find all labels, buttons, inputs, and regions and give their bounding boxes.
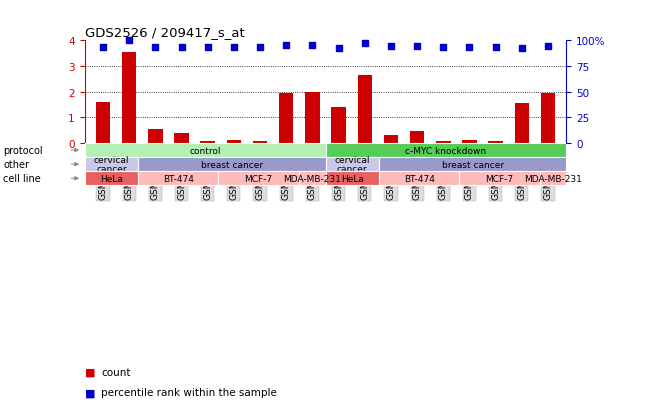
Point xyxy=(150,44,161,51)
Bar xyxy=(541,94,555,144)
Text: MDA-MB-231: MDA-MB-231 xyxy=(524,174,582,183)
Bar xyxy=(515,104,529,144)
Bar xyxy=(299,172,326,186)
Bar xyxy=(488,142,503,144)
Bar xyxy=(138,172,219,186)
Bar xyxy=(219,172,299,186)
Bar xyxy=(357,76,372,144)
Text: breast cancer: breast cancer xyxy=(441,160,504,169)
Text: other: other xyxy=(3,160,29,170)
Text: percentile rank within the sample: percentile rank within the sample xyxy=(101,387,277,397)
Bar xyxy=(201,142,215,144)
Text: MCF-7: MCF-7 xyxy=(486,174,514,183)
Bar xyxy=(85,172,138,186)
Title: GDS2526 / 209417_s_at: GDS2526 / 209417_s_at xyxy=(85,26,244,39)
Text: ■: ■ xyxy=(85,367,99,377)
Bar xyxy=(174,133,189,144)
Text: BT-474: BT-474 xyxy=(163,174,194,183)
Text: MDA-MB-231: MDA-MB-231 xyxy=(283,174,341,183)
Text: control: control xyxy=(189,146,221,155)
Bar xyxy=(331,108,346,144)
Point xyxy=(333,45,344,52)
Point xyxy=(98,45,108,51)
Point xyxy=(255,45,265,51)
Point xyxy=(281,42,292,49)
Bar xyxy=(379,158,566,172)
Text: ■: ■ xyxy=(85,387,99,397)
Bar xyxy=(326,144,566,158)
Point xyxy=(176,44,187,51)
Bar xyxy=(253,142,268,144)
Bar xyxy=(85,144,326,158)
Point xyxy=(124,38,134,45)
Point xyxy=(359,40,370,47)
Bar xyxy=(138,158,326,172)
Text: cell line: cell line xyxy=(3,174,41,184)
Bar xyxy=(436,142,450,144)
Bar xyxy=(148,130,163,144)
Bar xyxy=(379,172,460,186)
Bar xyxy=(410,131,424,144)
Text: count: count xyxy=(101,367,130,377)
Bar xyxy=(326,172,379,186)
Bar xyxy=(305,93,320,144)
Text: cervical
cancer: cervical cancer xyxy=(94,155,129,174)
Point xyxy=(543,43,553,50)
Bar xyxy=(85,158,138,172)
Point xyxy=(229,45,239,51)
Bar xyxy=(540,172,566,186)
Text: c-MYC knockdown: c-MYC knockdown xyxy=(406,146,486,155)
Text: cervical
cancer: cervical cancer xyxy=(335,155,370,174)
Bar xyxy=(279,94,294,144)
Bar xyxy=(326,158,379,172)
Text: MCF-7: MCF-7 xyxy=(245,174,273,183)
Text: HeLa: HeLa xyxy=(341,174,364,183)
Text: BT-474: BT-474 xyxy=(404,174,435,183)
Bar xyxy=(460,172,540,186)
Text: breast cancer: breast cancer xyxy=(201,160,263,169)
Point xyxy=(490,45,501,51)
Point xyxy=(517,45,527,52)
Bar xyxy=(462,141,477,144)
Point xyxy=(438,45,449,51)
Bar xyxy=(96,103,110,144)
Point xyxy=(412,44,422,50)
Bar xyxy=(383,136,398,144)
Point xyxy=(464,45,475,51)
Bar xyxy=(122,53,136,144)
Point xyxy=(386,44,396,50)
Bar xyxy=(227,141,241,144)
Text: protocol: protocol xyxy=(3,146,43,156)
Text: HeLa: HeLa xyxy=(100,174,123,183)
Point xyxy=(202,45,213,51)
Point xyxy=(307,43,318,49)
